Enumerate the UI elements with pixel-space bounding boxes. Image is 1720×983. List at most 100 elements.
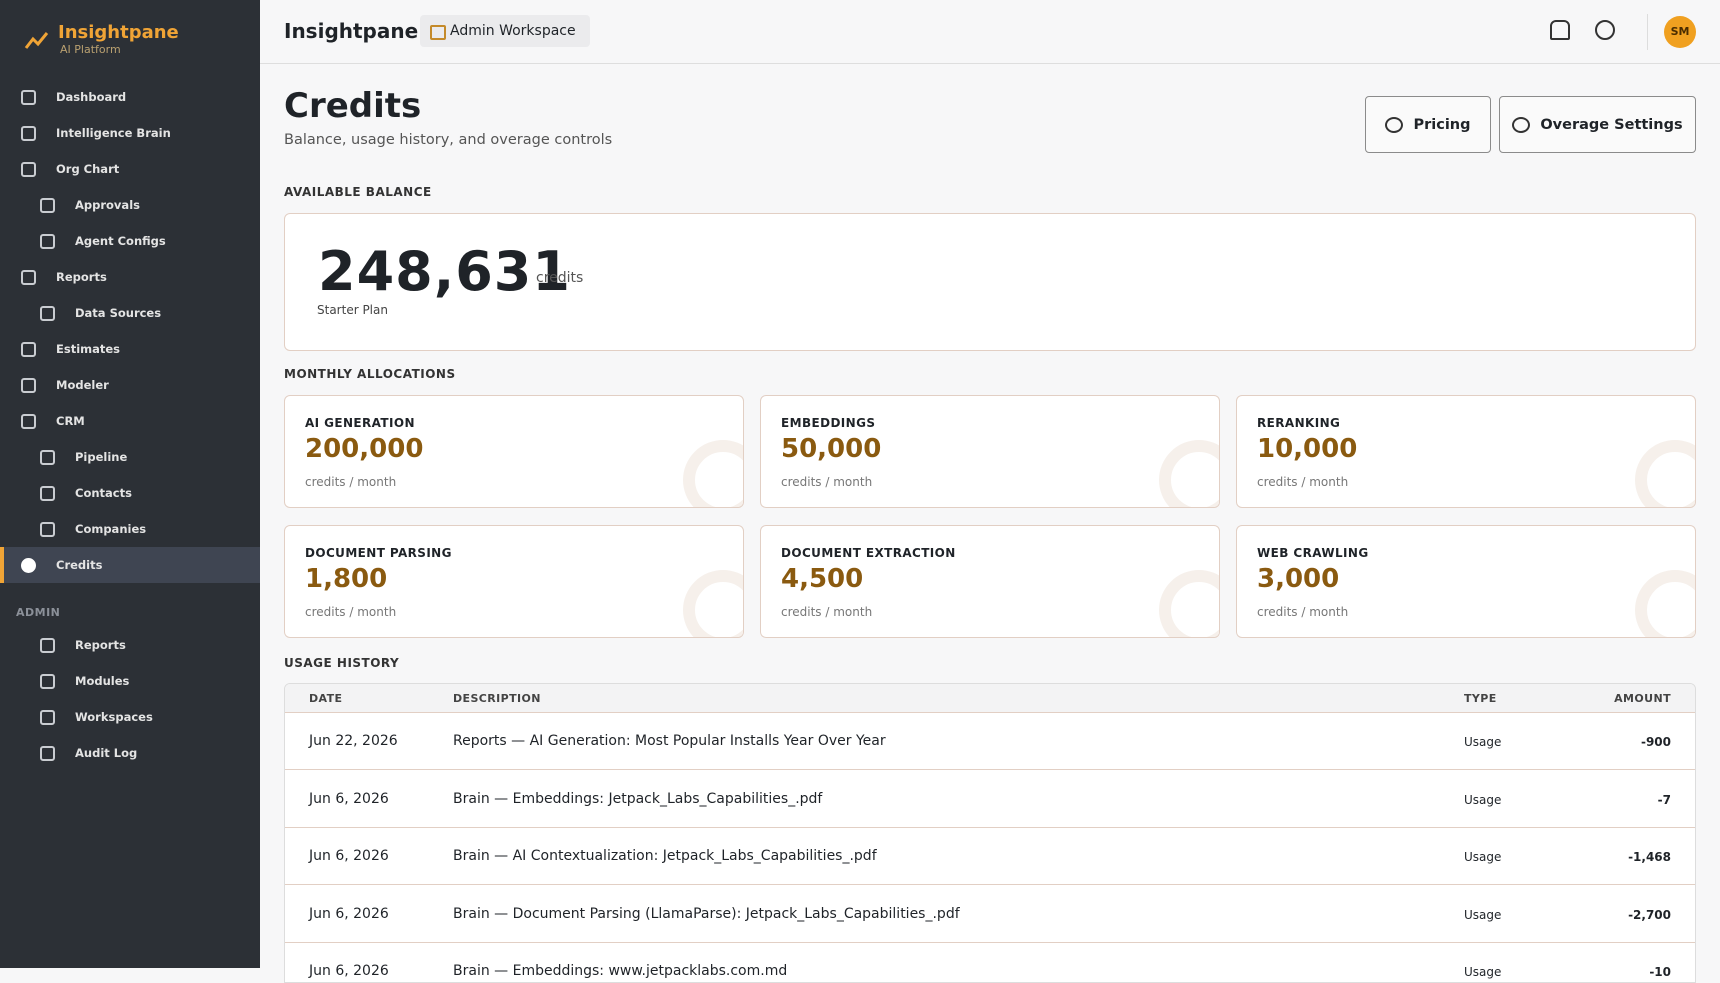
amount: -2,700 <box>1628 907 1671 922</box>
section-heading: MONTHLY ALLOCATIONS <box>284 367 456 381</box>
nav-item[interactable]: Companies <box>0 511 260 547</box>
date: Jun 6, 2026 <box>309 848 389 864</box>
description: Brain — Document Parsing (LlamaParse): J… <box>453 905 960 922</box>
nav-item[interactable]: CRM <box>0 403 260 439</box>
help[interactable] <box>1595 20 1615 40</box>
table-header: DATE DESCRIPTION TYPE AMOUNT <box>285 684 1695 713</box>
nav-item[interactable]: Data Sources <box>0 295 260 331</box>
nav-label: Contacts <box>75 486 132 500</box>
allocation-card: AI GENERATION 200,000 credits / month <box>284 395 744 508</box>
allocation-name: DOCUMENT PARSING <box>305 546 452 560</box>
column-header: AMOUNT <box>1614 692 1671 705</box>
nav-item[interactable]: Audit Log <box>0 735 260 771</box>
nav-icon <box>21 161 36 177</box>
nav-item[interactable]: Agent Configs <box>0 223 260 259</box>
type: Usage <box>1464 735 1502 749</box>
nav-label: Dashboard <box>56 90 127 104</box>
allocation-unit: credits / month <box>1257 475 1349 489</box>
nav-label: Modules <box>75 674 130 688</box>
admin-heading: ADMIN <box>16 606 61 619</box>
allocation-name: AI GENERATION <box>305 416 415 430</box>
allocation-unit: credits / month <box>1257 605 1349 619</box>
decoration <box>683 440 743 507</box>
nav-item[interactable]: Reports <box>0 259 260 295</box>
amount: -1,468 <box>1628 850 1671 864</box>
allocation-amount: 10,000 <box>1257 434 1358 464</box>
balance-card: 248,631 credits Starter Plan <box>284 213 1696 351</box>
nav-icon <box>21 377 36 393</box>
divider <box>1647 14 1648 50</box>
description: Brain — Embeddings: Jetpack_Labs_Capabil… <box>453 790 823 807</box>
allocation-card: RERANKING 10,000 credits / month <box>1236 395 1696 508</box>
allocation-card: WEB CRAWLING 3,000 credits / month <box>1236 525 1696 638</box>
nav-icon <box>21 125 36 141</box>
decoration <box>1159 440 1219 507</box>
nav-label: Estimates <box>56 342 121 356</box>
amount: -10 <box>1649 965 1671 979</box>
allocation-amount: 4,500 <box>781 564 864 594</box>
nav-item[interactable]: Estimates <box>0 331 260 367</box>
header-title: Insightpane <box>284 19 419 43</box>
allocation-unit: credits / month <box>781 475 873 489</box>
nav-label: Agent Configs <box>75 234 166 248</box>
nav-item[interactable]: Modules <box>0 663 260 699</box>
allocation-name: DOCUMENT EXTRACTION <box>781 546 956 560</box>
section-heading: AVAILABLE BALANCE <box>284 185 432 199</box>
decoration <box>1635 570 1695 637</box>
column-header: DATE <box>309 692 343 705</box>
allocation-name: RERANKING <box>1257 416 1341 430</box>
nav-item[interactable]: Pipeline <box>0 439 260 475</box>
nav-label: Pipeline <box>75 450 128 464</box>
table-row: Jun 6, 2026 Brain — Document Parsing (Lla… <box>285 886 1695 943</box>
avatar[interactable]: SM <box>1664 16 1696 48</box>
nav-icon <box>40 305 55 321</box>
nav-item[interactable]: Modeler <box>0 367 260 403</box>
brand: Insightpane <box>58 22 179 43</box>
nav-icon <box>40 709 55 725</box>
workspace-selector[interactable]: Admin Workspace <box>420 15 590 47</box>
nav-label: Reports <box>75 638 126 652</box>
page-title: Credits <box>284 86 422 126</box>
table-row: Jun 6, 2026 Brain — Embeddings: Jetpack_L… <box>285 771 1695 828</box>
nav-item[interactable]: Workspaces <box>0 699 260 735</box>
plan: Starter Plan <box>317 303 388 317</box>
type: Usage <box>1464 907 1502 922</box>
nav-icon <box>21 557 36 573</box>
nav-label: Credits <box>56 558 103 572</box>
overage-button[interactable]: Overage Settings <box>1499 96 1696 153</box>
nav-label: Workspaces <box>75 710 153 724</box>
tagline: AI Platform <box>60 43 121 56</box>
nav-label: Approvals <box>75 198 140 212</box>
date: Jun 6, 2026 <box>309 905 389 922</box>
pricing-button[interactable]: Pricing <box>1365 96 1491 153</box>
nav-item[interactable]: Approvals <box>0 187 260 223</box>
table-row: Jun 6, 2026 Brain — Embeddings: www.jetpa… <box>285 943 1695 982</box>
description: Brain — AI Contextualization: Jetpack_La… <box>453 848 877 864</box>
nav-label: Org Chart <box>56 162 120 176</box>
notifications[interactable] <box>1550 20 1570 40</box>
nav-icon <box>21 89 36 105</box>
section-heading: USAGE HISTORY <box>284 656 400 670</box>
nav-item[interactable]: Intelligence Brain <box>0 115 260 151</box>
nav-icon <box>40 449 55 465</box>
table-row: Jun 6, 2026 Brain — AI Contextualization:… <box>285 828 1695 885</box>
nav-label: Reports <box>56 270 107 284</box>
nav-item[interactable]: Dashboard <box>0 79 260 115</box>
nav-item[interactable]: Org Chart <box>0 151 260 187</box>
nav-item[interactable]: Reports <box>0 627 260 663</box>
allocation-unit: credits / month <box>781 605 873 619</box>
allocation-unit: credits / month <box>305 475 397 489</box>
decoration <box>683 570 743 637</box>
nav-item[interactable]: Contacts <box>0 475 260 511</box>
usage-table: DATE DESCRIPTION TYPE AMOUNT Jun 22, 2026 Rep… <box>284 683 1696 983</box>
nav-icon <box>21 341 36 357</box>
nav-label: Intelligence Brain <box>56 126 171 140</box>
nav-item[interactable]: Credits <box>0 547 260 583</box>
allocation-name: EMBEDDINGS <box>781 416 876 430</box>
nav-label: Data Sources <box>75 306 162 320</box>
nav-icon <box>40 485 55 501</box>
decoration <box>1159 570 1219 637</box>
allocation-amount: 3,000 <box>1257 564 1340 594</box>
nav-label: CRM <box>56 414 85 428</box>
